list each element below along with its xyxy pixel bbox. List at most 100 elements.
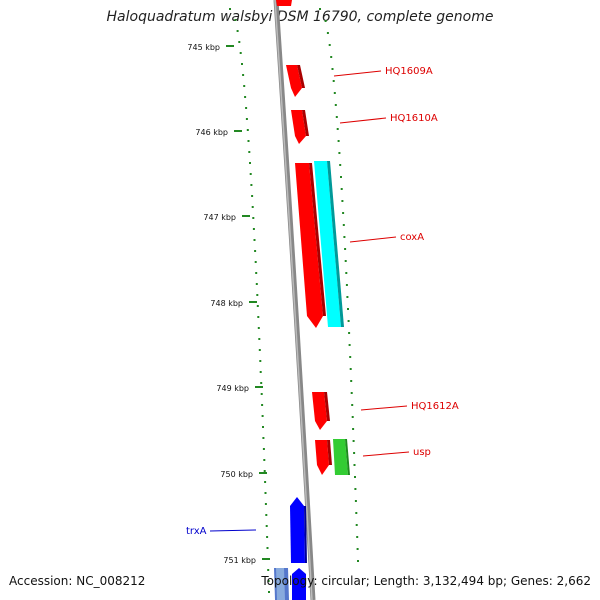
gc-dot-left: [257, 316, 260, 318]
gene-label-coxa[interactable]: coxA: [400, 232, 424, 243]
tick-747: 747 kbp: [203, 213, 250, 222]
gc-dot-left: [262, 437, 265, 439]
gc-dot-left: [267, 569, 270, 571]
gc-dot-right: [328, 44, 331, 46]
genome-summary-text: Topology: circular; Length: 3,132,494 bp…: [261, 574, 591, 588]
gc-dot-left: [254, 261, 257, 263]
gc-dot-right: [357, 560, 359, 562]
gc-dot-left: [251, 206, 254, 208]
gc-dot-left: [247, 140, 250, 142]
gc-dot-left: [263, 470, 266, 472]
gc-dot-left: [234, 19, 237, 21]
gc-dot-right: [347, 320, 350, 322]
gc-dot-right: [336, 128, 339, 130]
label-line-usp: [362, 451, 410, 457]
gene-label-usp[interactable]: usp: [413, 447, 431, 458]
gc-dot-left: [259, 371, 262, 373]
gene-partial-bottom-b[interactable]: [292, 568, 306, 600]
gc-dot-left: [257, 327, 260, 329]
gc-dot-left: [246, 129, 249, 131]
tick-751: 751 kbp: [223, 556, 270, 565]
gc-dot-right: [338, 152, 341, 154]
gc-dot-left: [250, 184, 253, 186]
gc-dot-left: [259, 360, 262, 362]
gc-dot-left: [253, 239, 256, 241]
gc-dot-left: [267, 580, 270, 582]
chromosome-backbone-highlight: [274, 0, 313, 600]
gc-dot-left: [254, 250, 257, 252]
gc-dot-left: [263, 459, 266, 461]
gc-dot-right: [345, 284, 348, 286]
gene-hq1612a[interactable]: [312, 392, 330, 430]
gc-dot-left: [243, 85, 246, 87]
gc-dot-right: [350, 380, 353, 382]
gene-partial-bottom-a[interactable]: [274, 568, 289, 600]
gc-dot-left: [239, 52, 242, 54]
gc-dot-right: [350, 392, 353, 394]
tick-label-747: 747 kbp: [203, 213, 236, 222]
gc-dot-right: [346, 296, 349, 298]
gc-dot-right: [340, 176, 342, 178]
gc-dot-right: [343, 236, 346, 238]
gc-dot-left: [245, 118, 248, 120]
gc-dot-right: [353, 464, 356, 466]
gc-dot-left: [266, 536, 269, 538]
tick-745: 745 kbp: [187, 43, 234, 52]
gene-label-hq1612a[interactable]: HQ1612A: [411, 401, 459, 412]
gene-partial-top[interactable]: [276, 0, 292, 6]
gc-dot-right: [356, 548, 359, 550]
gene-usp[interactable]: [315, 440, 332, 475]
gc-dot-left: [262, 448, 265, 450]
gc-dot-left: [229, 8, 231, 10]
gene-cyan[interactable]: [314, 161, 344, 327]
gc-dot-right: [335, 116, 338, 118]
gc-dot-right: [344, 260, 347, 262]
gene-label-hq1610a[interactable]: HQ1610A: [390, 113, 438, 124]
gc-dot-right: [349, 356, 352, 358]
gc-dot-left: [255, 283, 258, 285]
tick-label-751: 751 kbp: [223, 556, 256, 565]
gc-dot-right: [326, 32, 329, 34]
gc-dot-left: [264, 481, 267, 483]
gc-dot-right: [324, 20, 327, 22]
gc-dot-right: [356, 536, 359, 538]
gc-dot-left: [262, 426, 264, 428]
gc-dot-left: [252, 217, 255, 219]
gene-trxa[interactable]: [290, 497, 307, 563]
gc-dot-left: [256, 294, 259, 296]
gc-dot-right: [354, 476, 356, 478]
gc-dot-right: [347, 308, 349, 310]
tick-label-746: 746 kbp: [195, 128, 228, 137]
gc-dot-right: [354, 488, 357, 490]
tick-label-750: 750 kbp: [220, 470, 253, 479]
gc-dot-right: [345, 272, 348, 274]
gc-dot-left: [245, 107, 248, 109]
gc-dot-left: [258, 349, 261, 351]
gc-dot-right: [340, 188, 343, 190]
gc-dot-left: [241, 63, 243, 65]
gc-dot-right: [348, 344, 351, 346]
gene-hq1609a[interactable]: [286, 65, 305, 97]
gene-coxa[interactable]: [295, 163, 326, 328]
gene-label-hq1609a[interactable]: HQ1609A: [385, 66, 433, 77]
gc-dot-right: [352, 440, 355, 442]
gc-dot-right: [351, 404, 354, 406]
tick-label-748: 748 kbp: [210, 299, 243, 308]
gc-dot-right: [319, 8, 321, 10]
gc-dot-left: [244, 96, 247, 98]
gene-green[interactable]: [333, 439, 350, 475]
gc-dot-right: [355, 524, 358, 526]
gc-dot-left: [261, 404, 264, 406]
gc-dot-right: [342, 224, 345, 226]
gc-dot-right: [337, 140, 340, 142]
gc-dot-right: [334, 104, 337, 106]
gc-dot-right: [355, 512, 358, 514]
gc-dot-left: [249, 173, 252, 175]
gc-dot-left: [264, 492, 267, 494]
tick-750: 750 kbp: [220, 470, 267, 479]
gene-hq1610a[interactable]: [291, 110, 309, 144]
gene-label-trxa[interactable]: trxA: [186, 526, 207, 537]
tick-749: 749 kbp: [216, 384, 263, 393]
gc-track-right: [319, 8, 359, 562]
